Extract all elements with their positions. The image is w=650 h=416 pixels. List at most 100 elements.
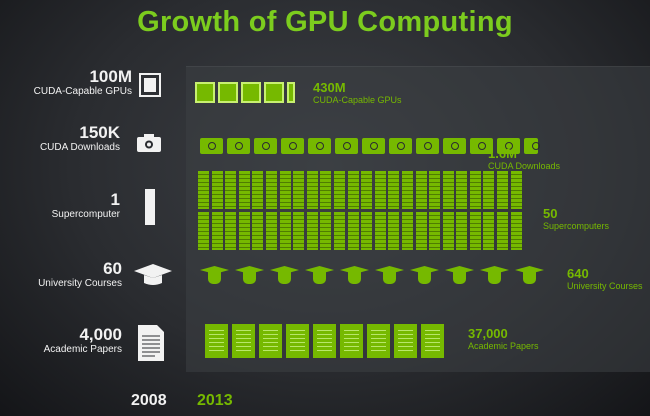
server-rack-icon (401, 212, 413, 250)
graduation-cap-icon (200, 264, 229, 286)
document-icon (286, 324, 309, 358)
server-rack-icon (252, 171, 264, 209)
server-rack-icon (306, 212, 318, 250)
courses-2013-icons (200, 264, 550, 286)
graduation-cap-icon (410, 264, 439, 286)
server-rack-icon (401, 171, 413, 209)
downloads-2008-value: 150K (79, 123, 120, 142)
server-rack-icon (211, 171, 223, 209)
download-icon (470, 138, 493, 154)
document-icon (313, 324, 336, 358)
gpu-card-icon (218, 82, 238, 103)
server-rack-icon (211, 212, 223, 250)
document-icon (394, 324, 417, 358)
gpus-2013-icons (195, 82, 298, 103)
graduation-cap-icon (480, 264, 509, 286)
server-rack-icon (510, 212, 522, 250)
download-icon (335, 138, 358, 154)
papers-2013-value: 37,000 (468, 326, 508, 341)
gpus-2013: 430M CUDA-Capable GPUs (313, 80, 402, 106)
download-icon (497, 138, 520, 154)
document-icon (340, 324, 363, 358)
download-icon (308, 138, 331, 154)
gpu-card-icon (287, 82, 295, 103)
server-rack-icon (442, 171, 454, 209)
slide-title: Growth of GPU Computing (137, 6, 513, 38)
download-icon (362, 138, 385, 154)
download-icon (443, 138, 466, 154)
server-rack-icon (415, 171, 427, 209)
server-rack-icon (442, 212, 454, 250)
graduation-cap-icon (340, 264, 369, 286)
server-rack-icon (388, 171, 400, 209)
graduation-cap-icon (235, 264, 264, 286)
document-icon (421, 324, 444, 358)
graduation-cap-icon (375, 264, 404, 286)
supercomputers-2013-icons-top (198, 171, 524, 209)
supercomputers-2013-icons-bottom (198, 212, 524, 250)
server-rack-icon (497, 212, 509, 250)
server-rack-icon (333, 212, 345, 250)
server-rack-icon (497, 171, 509, 209)
server-rack-icon (374, 212, 386, 250)
downloads-2013-icons (200, 138, 542, 154)
server-rack-icon (225, 171, 237, 209)
server-rack-icon (361, 212, 373, 250)
gpu-card-icon (264, 82, 284, 103)
server-rack-icon (333, 171, 345, 209)
server-rack-icon (469, 212, 481, 250)
gpus-2008: 100M CUDA-Capable GPUs (0, 68, 132, 98)
server-rack-icon (429, 171, 441, 209)
server-rack-icon (265, 212, 277, 250)
server-rack-icon (279, 212, 291, 250)
document-icon (367, 324, 390, 358)
courses-2013: 640 University Courses (567, 266, 643, 292)
server-rack-icon (510, 171, 522, 209)
graduation-cap-icon (133, 263, 173, 292)
supercomputers-2013-label: Supercomputers (543, 221, 610, 231)
document-icon (137, 324, 165, 367)
server-rack-icon (293, 171, 305, 209)
courses-2013-label: University Courses (567, 281, 643, 291)
courses-2008-label: University Courses (38, 278, 122, 289)
gpus-2013-label: CUDA-Capable GPUs (313, 95, 402, 105)
downloads-2013-value: 1.6M (488, 146, 517, 161)
courses-2013-value: 640 (567, 266, 589, 281)
server-rack-icon (347, 171, 359, 209)
server-rack-icon (469, 171, 481, 209)
download-icon (524, 138, 540, 154)
server-rack-icon (279, 171, 291, 209)
server-rack-icon (388, 212, 400, 250)
supercomputers-2008-label: Supercomputer (51, 209, 120, 220)
server-rack-icon (347, 212, 359, 250)
papers-2008: 4,000 Academic Papers (0, 326, 122, 356)
server-rack-icon (320, 171, 332, 209)
courses-2008-value: 60 (103, 259, 122, 278)
download-icon (200, 138, 223, 154)
server-rack-icon (265, 171, 277, 209)
graduation-cap-icon (445, 264, 474, 286)
supercomputers-2008-value: 1 (110, 190, 120, 209)
download-icon (389, 138, 412, 154)
server-rack-icon (238, 212, 250, 250)
gpu-card-icon (195, 82, 215, 103)
year-start: 2008 (131, 392, 167, 409)
server-rack-icon (252, 212, 264, 250)
document-icon (232, 324, 255, 358)
papers-2008-label: Academic Papers (43, 344, 122, 355)
downloads-2013-label: CUDA Downloads (488, 161, 561, 171)
download-icon (254, 138, 277, 154)
server-rack-icon (429, 212, 441, 250)
server-rack-icon (225, 212, 237, 250)
server-rack-icon (415, 212, 427, 250)
server-rack-icon (456, 171, 468, 209)
papers-2008-value: 4,000 (79, 325, 122, 344)
downloads-2008-label: CUDA Downloads (39, 142, 120, 153)
gpus-2008-value: 100M (89, 67, 132, 86)
server-rack-icon (483, 171, 495, 209)
document-icon (259, 324, 282, 358)
server-rack-icon (198, 212, 209, 250)
server-rack-icon (483, 212, 495, 250)
download-icon (227, 138, 250, 154)
